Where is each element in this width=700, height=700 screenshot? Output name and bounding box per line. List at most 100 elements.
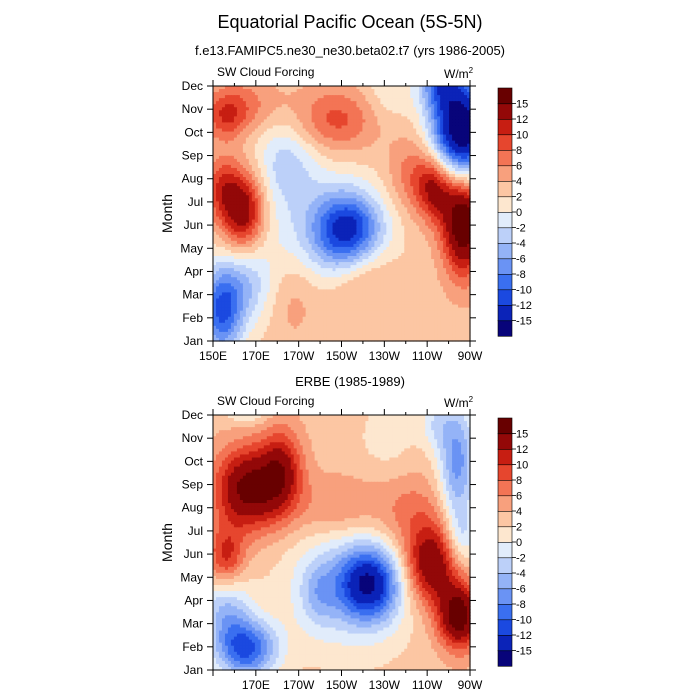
contour-cell bbox=[218, 167, 223, 172]
contour-cell bbox=[395, 216, 399, 221]
contour-cell bbox=[239, 186, 244, 190]
contour-cell bbox=[269, 131, 274, 136]
contour-cell bbox=[344, 89, 349, 93]
contour-cell bbox=[341, 192, 346, 196]
contour-cell bbox=[263, 113, 268, 117]
contour-cell bbox=[263, 180, 268, 184]
contour-cell bbox=[350, 140, 355, 145]
contour-cell bbox=[230, 222, 235, 227]
contour-cell bbox=[233, 207, 238, 212]
contour-cell bbox=[269, 107, 274, 111]
contour-cell bbox=[293, 119, 298, 124]
contour-cell bbox=[293, 131, 298, 136]
contour-cell bbox=[248, 192, 253, 196]
contour-cell bbox=[269, 256, 274, 260]
contour-cell bbox=[260, 110, 265, 114]
contour-cell bbox=[368, 131, 372, 136]
contour-cell bbox=[308, 137, 313, 142]
contour-cell bbox=[392, 113, 396, 117]
contour-cell bbox=[392, 155, 396, 160]
contour-cell bbox=[338, 237, 343, 242]
contour-cell bbox=[455, 195, 459, 199]
contour-cell bbox=[353, 216, 358, 221]
contour-cell bbox=[299, 143, 304, 148]
contour-cell bbox=[218, 213, 223, 218]
contour-cell bbox=[296, 146, 301, 151]
contour-cell bbox=[335, 158, 340, 163]
contour-cell bbox=[452, 113, 456, 117]
contour-cell bbox=[257, 119, 262, 124]
contour-cell bbox=[455, 252, 459, 257]
contour-cell bbox=[230, 110, 235, 114]
contour-cell bbox=[440, 243, 444, 248]
contour-cell bbox=[428, 149, 432, 154]
contour-cell bbox=[431, 204, 435, 209]
contour-cell bbox=[374, 107, 378, 111]
contour-cell bbox=[389, 243, 393, 248]
contour-cell bbox=[344, 198, 349, 202]
contour-cell bbox=[278, 107, 283, 111]
contour-cell bbox=[218, 259, 223, 263]
contour-cell bbox=[362, 201, 367, 205]
contour-cell bbox=[242, 174, 247, 178]
contour-cell bbox=[449, 110, 453, 114]
contour-cell bbox=[213, 122, 217, 127]
contour-cell bbox=[281, 113, 286, 117]
contour-cell bbox=[266, 216, 271, 221]
contour-cell bbox=[335, 234, 340, 239]
contour-cell bbox=[281, 131, 286, 136]
contour-cell bbox=[407, 134, 411, 139]
contour-cell bbox=[410, 146, 414, 151]
contour-cell bbox=[311, 92, 316, 96]
contour-cell bbox=[275, 249, 280, 254]
contour-cell bbox=[308, 231, 313, 236]
contour-cell bbox=[335, 92, 340, 96]
contour-cell bbox=[221, 195, 226, 199]
contour-cell bbox=[215, 134, 220, 139]
contour-cell bbox=[428, 92, 432, 96]
contour-cell bbox=[260, 259, 265, 263]
contour-cell bbox=[428, 174, 432, 178]
contour-cell bbox=[323, 180, 328, 184]
contour-cell bbox=[263, 256, 268, 260]
contour-cell bbox=[224, 101, 229, 105]
contour-cell bbox=[458, 89, 462, 93]
contour-cell bbox=[213, 104, 217, 108]
contour-cell bbox=[410, 131, 414, 136]
contour-cell bbox=[263, 104, 268, 108]
contour-cell bbox=[356, 155, 361, 160]
contour-cell bbox=[416, 171, 420, 175]
contour-cell bbox=[398, 174, 402, 178]
contour-cell bbox=[257, 107, 262, 111]
contour-cell bbox=[230, 234, 235, 239]
contour-cell bbox=[245, 98, 250, 102]
contour-cell bbox=[215, 167, 220, 172]
contour-cell bbox=[224, 146, 229, 151]
contour-cell bbox=[446, 234, 450, 239]
contour-cell bbox=[392, 122, 396, 127]
contour-cell bbox=[431, 149, 435, 154]
contour-cell bbox=[302, 125, 307, 130]
contour-cell bbox=[329, 186, 334, 190]
contour-cell bbox=[242, 128, 247, 133]
contour-cell bbox=[213, 186, 217, 190]
contour-cell bbox=[338, 164, 343, 169]
contour-cell bbox=[299, 104, 304, 108]
contour-cell bbox=[260, 116, 265, 120]
contour-cell bbox=[227, 201, 232, 205]
contour-cell bbox=[428, 231, 432, 236]
contour-cell bbox=[362, 167, 367, 172]
contour-cell bbox=[431, 92, 435, 96]
contour-cell bbox=[215, 86, 220, 90]
contour-cell bbox=[278, 259, 283, 263]
contour-cell bbox=[311, 237, 316, 242]
contour-cell bbox=[353, 192, 358, 196]
contour-cell bbox=[389, 146, 393, 151]
contour-cell bbox=[260, 186, 265, 190]
contour-cell bbox=[281, 243, 286, 248]
contour-cell bbox=[245, 186, 250, 190]
contour-cell bbox=[242, 101, 247, 105]
contour-cell bbox=[272, 131, 277, 136]
contour-cell bbox=[350, 192, 355, 196]
contour-cell bbox=[452, 256, 456, 260]
